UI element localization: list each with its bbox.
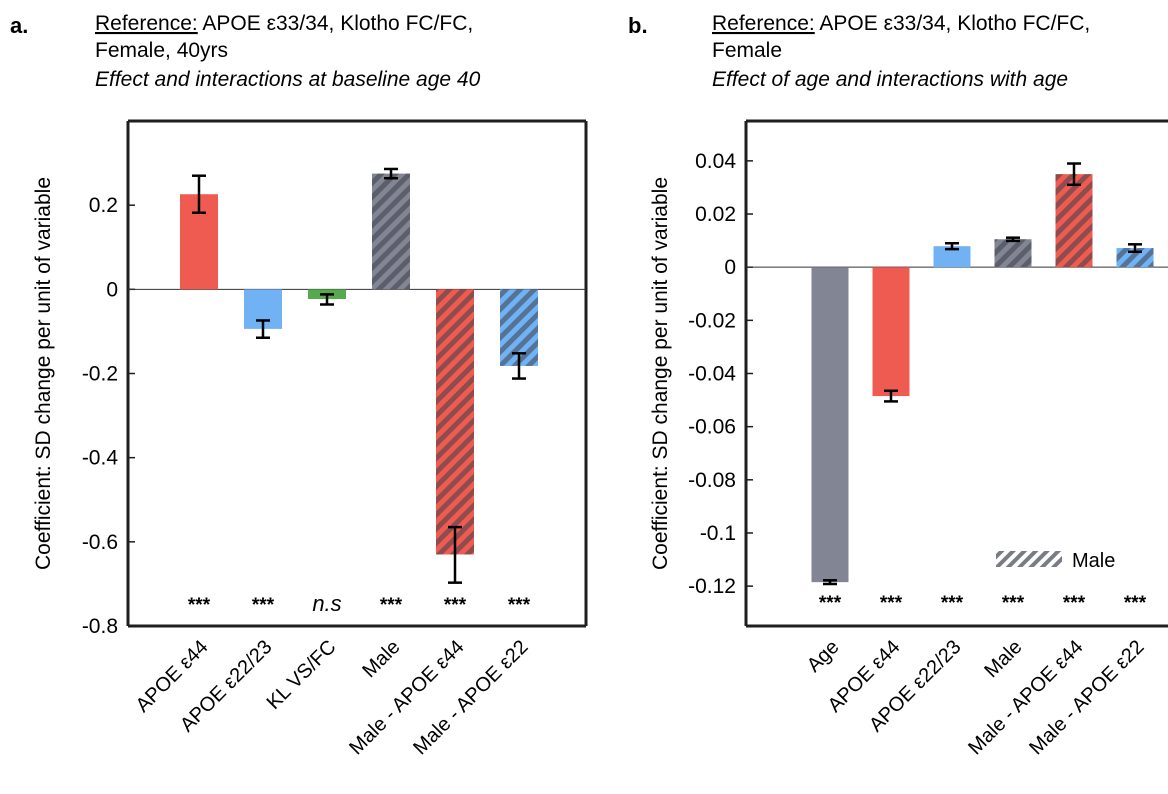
panel-b-category-label: Male - APOE ε22 <box>1025 636 1148 759</box>
panel-b-bar-apoe-44 <box>872 267 910 397</box>
legend-male-swatch <box>996 551 1062 567</box>
panel-b-y-tick-label: 0.04 <box>695 150 736 173</box>
panel-a-subtitle: Effect and interactions at baseline age … <box>95 68 481 91</box>
panel-b-y-tick-label: -0.06 <box>688 416 736 439</box>
panel-b-y-tick-label: -0.02 <box>688 309 736 332</box>
panel-b-legend: Male <box>996 550 1115 572</box>
panel-b-y-tick-label: -0.1 <box>700 522 736 545</box>
panel-a-significance-label: *** <box>444 595 467 616</box>
panel-a-chart: 0.2 0 -0.2 -0.4 -0.6 -0.8 Coefficient: SD chan… <box>32 119 588 759</box>
panel-b-y-tick-label: 0.02 <box>695 203 736 226</box>
panel-a-significance-label: n.s <box>312 591 341 616</box>
panel-b-bar-group <box>872 267 910 403</box>
panel-b-axes: 0.04 0.02 0 -0.02 -0.04 -0.06 -0.08 -0.1 -0.12 <box>688 119 1168 628</box>
panel-b-y-tick-label: -0.12 <box>688 575 736 598</box>
panel-a-y-axis-label: Coefficient: SD change per unit of varia… <box>32 177 55 570</box>
panel-a-y-tick-label: 0 <box>106 278 118 301</box>
panel-a-reference-text: APOE ε33/34, Klotho FC/FC, <box>202 12 473 35</box>
panel-b-bar-group <box>933 242 971 268</box>
panel-b-bar-hatch <box>1116 248 1154 268</box>
panel-b-y-tick-label: -0.08 <box>688 469 736 492</box>
panel-b-label: b. <box>628 13 648 38</box>
panel-a-reference-line2: Female, 40yrs <box>95 39 228 62</box>
panel-b-significance-label: *** <box>880 593 903 614</box>
panel-b-y-tick-label: 0 <box>724 256 736 279</box>
panel-b-reference-line1: Reference: APOE ε33/34, Klotho FC/FC, <box>712 12 1090 35</box>
panel-b-category-label: Age <box>803 636 844 677</box>
panel-a-significance-label: *** <box>508 595 531 616</box>
panel-a-bar-group <box>180 174 218 290</box>
panel-a-category-label: Male - APOE ε22 <box>409 636 532 759</box>
panel-a-reference-line1: Reference: APOE ε33/34, Klotho FC/FC, <box>95 12 473 35</box>
panel-a-bar-group <box>436 289 474 584</box>
panel-b-category-label: Male - APOE ε44 <box>964 636 1087 759</box>
panel-a-bar-hatch <box>436 289 474 555</box>
panel-b-reference-line2: Female <box>712 39 782 62</box>
panel-a-axes: 0.2 0 -0.2 -0.4 -0.6 -0.8 <box>82 119 588 638</box>
panel-a-bar-group <box>308 289 346 306</box>
panel-b-chart: 0.04 0.02 0 -0.02 -0.04 -0.06 -0.08 -0.1 -0.12 Co… <box>649 119 1168 759</box>
panel-a-bar-group <box>500 289 538 380</box>
panel-b-bar-hatch <box>1055 174 1093 268</box>
panel-b-bar-age <box>811 267 849 583</box>
panel-b-significance-label: *** <box>1002 593 1025 614</box>
panel-a-y-tick-label: -0.2 <box>82 363 118 386</box>
panel-b-significance-label: *** <box>1063 593 1086 614</box>
panel-b-bar-group <box>811 267 849 586</box>
panel-a-label: a. <box>10 13 28 38</box>
panel-b-bar-group <box>1116 243 1154 268</box>
panel-a-category-label: Male <box>358 636 404 682</box>
panel-b-bar-group <box>1055 162 1093 268</box>
panel-b-y-tick-label: -0.04 <box>688 363 736 386</box>
legend-male-label: Male <box>1072 550 1115 572</box>
panel-a-significance-label: *** <box>252 595 275 616</box>
panel-a-category-label: KL VS/FC <box>263 636 341 714</box>
panel-a-y-tick-label: 0.2 <box>89 194 118 217</box>
panel-b-significance-label: *** <box>1124 593 1147 614</box>
panel-a-reference-key: Reference: <box>95 12 198 35</box>
panel-b-category-label: Male <box>980 636 1026 682</box>
panel-a-bar-hatch <box>372 173 410 290</box>
panel-b-bar-hatch <box>994 239 1032 268</box>
panel-b-bar-apoe-22-23 <box>933 246 971 268</box>
panel-b-significance-label: *** <box>941 593 964 614</box>
panel-a-category-label: Male - APOE ε44 <box>345 636 468 759</box>
panel-b-subtitle: Effect of age and interactions with age <box>712 68 1068 91</box>
panel-b-significance-label: *** <box>819 593 842 614</box>
panel-a-significance-label: *** <box>380 595 403 616</box>
panel-a-bar-group <box>372 167 410 290</box>
panel-a-y-tick-label: -0.4 <box>82 447 119 470</box>
panel-a-bar-group <box>244 289 282 339</box>
panel-b-bar-group <box>994 236 1032 268</box>
panel-b-y-axis-label: Coefficient: SD change per unit of varia… <box>649 177 672 570</box>
panel-a-y-tick-label: -0.6 <box>82 531 118 554</box>
panel-b-reference-text: APOE ε33/34, Klotho FC/FC, <box>819 12 1090 35</box>
panel-a-significance-label: *** <box>188 595 211 616</box>
panel-b-reference-key: Reference: <box>712 12 815 35</box>
panel-a-y-tick-label: -0.8 <box>82 615 118 638</box>
